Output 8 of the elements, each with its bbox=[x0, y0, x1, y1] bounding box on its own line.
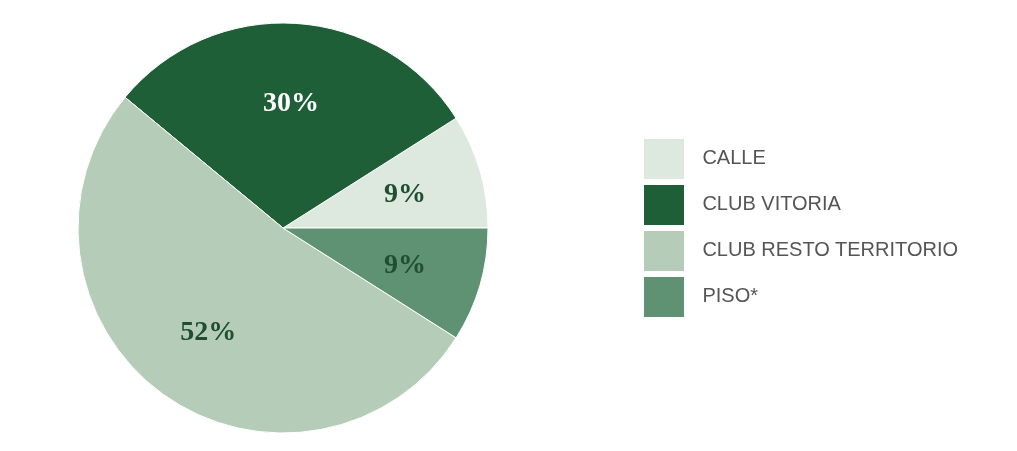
data-label: 9% bbox=[384, 177, 427, 209]
legend-label: CLUB VITORIA bbox=[702, 191, 841, 214]
legend-label: PISO* bbox=[702, 283, 758, 306]
data-label: 30% bbox=[262, 85, 319, 117]
data-label: 52% bbox=[180, 315, 237, 347]
data-label: 9% bbox=[384, 247, 427, 279]
legend-label: CALLE bbox=[702, 145, 766, 168]
legend-label: CLUB RESTO TERRITORIO bbox=[702, 237, 958, 260]
